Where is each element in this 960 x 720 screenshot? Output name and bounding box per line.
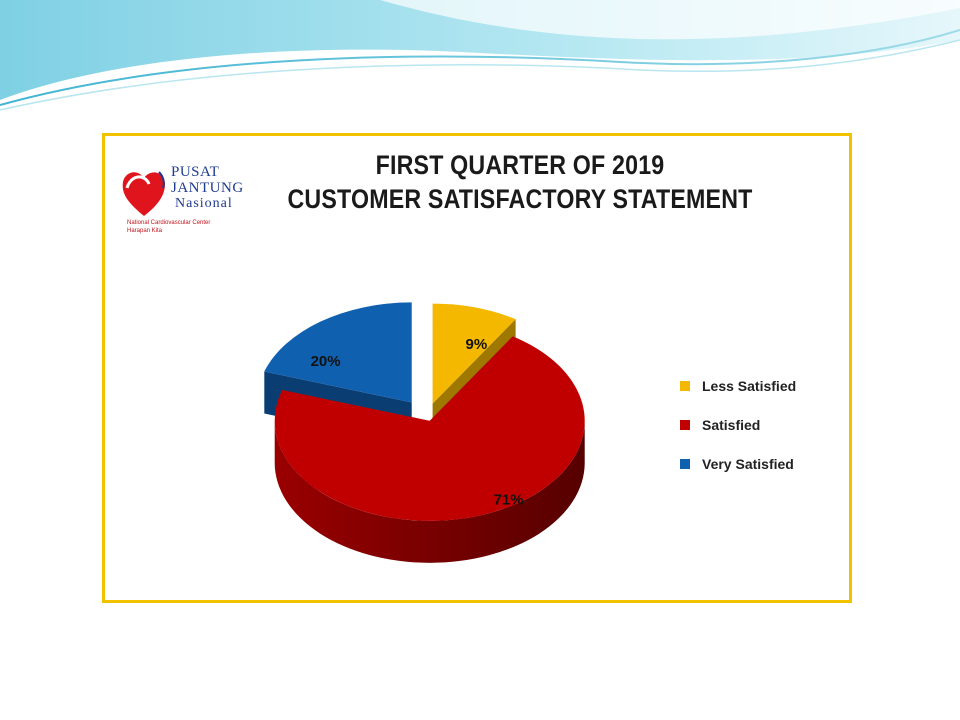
- wave-accent: [380, 0, 960, 40]
- pie-top-layer: 9% 71% 20%: [264, 302, 585, 521]
- pie-slice-very-satisfied: [264, 302, 412, 403]
- pie-label-satisfied: 71%: [494, 492, 524, 509]
- legend-swatch-less-satisfied: [680, 381, 690, 391]
- logo-subtitle: National Cardiovascular Center: [127, 220, 211, 226]
- pie-slice-satisfied: [274, 336, 585, 521]
- logo-text-nasional: Nasional: [175, 196, 233, 211]
- logo-text-jantung: JANTUNG: [171, 180, 244, 196]
- pie-slice-satisfied-rim: [274, 420, 585, 563]
- organization-logo: PUSAT JANTUNG Nasional National Cardiova…: [119, 158, 243, 244]
- pie-chart: 9% 71% 20%: [264, 302, 585, 563]
- chart-title-line-1: FIRST QUARTER OF 2019: [375, 150, 665, 180]
- pie-slice-less-satisfied: [432, 303, 516, 404]
- pie-label-very-satisfied: 20%: [311, 353, 341, 370]
- logo-text-pusat: PUSAT: [171, 164, 220, 180]
- heart-logo-icon: [122, 171, 165, 216]
- legend-label-very-satisfied: Very Satisfied: [702, 456, 794, 472]
- chart-frame: PUSAT JANTUNG Nasional National Cardiova…: [102, 133, 852, 603]
- legend-label-less-satisfied: Less Satisfied: [702, 378, 797, 394]
- legend-swatch-satisfied: [680, 420, 690, 430]
- wave-line-1: [0, 29, 960, 106]
- wave-line-2: [0, 39, 960, 111]
- pie-label-less-satisfied: 9%: [466, 336, 488, 353]
- chart-title-line-2: CUSTOMER SATISFACTORY STATEMENT: [287, 184, 753, 214]
- legend-label-satisfied: Satisfied: [702, 417, 761, 433]
- legend-swatch-very-satisfied: [680, 459, 690, 469]
- logo-subtitle-2: Harapan Kita: [127, 228, 163, 234]
